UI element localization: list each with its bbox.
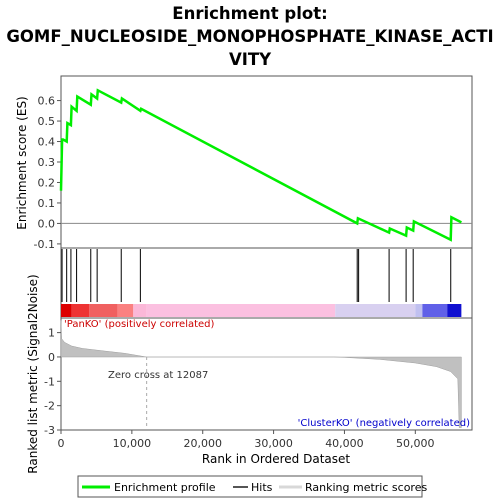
hits-marks — [61, 249, 452, 302]
metric-y-tick-label: -2 — [44, 400, 55, 413]
title-line-3: VITY — [228, 50, 272, 69]
legend-enrichment-label: Enrichment profile — [114, 481, 216, 494]
metric-y-tick-label: -3 — [44, 424, 55, 437]
es-y-tick-label: -0.1 — [34, 238, 55, 251]
metric-y-tick-label: 0 — [48, 351, 55, 364]
x-tick-label: 10,000 — [113, 437, 152, 450]
metric-y-axis-label: Ranked list metric (Signal2Noise) — [26, 274, 40, 473]
x-tick-label: 40,000 — [325, 437, 364, 450]
es-y-tick-label: 0.6 — [38, 95, 56, 108]
enrichment-profile-line — [59, 88, 462, 242]
color-bar-segment — [447, 304, 462, 317]
ranking-color-bar — [61, 304, 462, 317]
metric-panel-frame — [60, 317, 473, 431]
color-bar-segment — [61, 304, 72, 317]
color-bar-segment — [146, 304, 336, 317]
legend-metric-label: Ranking metric scores — [305, 481, 427, 494]
x-axis-label: Rank in Ordered Dataset — [202, 452, 350, 466]
chart-title: Enrichment plot: GOMF_NUCLEOSIDE_MONOPHO… — [0, 2, 500, 71]
color-bar-segment — [133, 304, 147, 317]
color-bar-segment — [117, 304, 134, 317]
es-y-tick-label: 0.5 — [38, 115, 56, 128]
es-y-tick-label: 0.3 — [38, 156, 56, 169]
es-y-axis: -0.1 0.0 0.1 0.2 0.3 0.4 0.5 0.6 — [34, 95, 61, 251]
es-y-tick-label: 0.1 — [38, 197, 56, 210]
legend-hits-label: Hits — [251, 481, 273, 494]
legend-box — [77, 475, 423, 498]
color-bar-segment — [71, 304, 90, 317]
title-line-1: Enrichment plot: — [172, 4, 328, 23]
x-tick-label: 0 — [58, 437, 65, 450]
es-y-axis-label: Enrichment score (ES) — [15, 96, 29, 229]
es-panel-frame — [60, 75, 473, 249]
color-bar-segment — [422, 304, 448, 317]
color-bar-segment — [89, 304, 118, 317]
color-bar-segment — [335, 304, 416, 317]
es-y-tick-label: 0.2 — [38, 176, 56, 189]
metric-y-tick-label: -1 — [44, 375, 55, 388]
x-axis: 0 10,000 20,000 30,000 40,000 50,000 — [58, 430, 435, 450]
metric-y-axis: -3 -2 -1 0 1 — [44, 327, 61, 437]
x-tick-label: 50,000 — [396, 437, 435, 450]
x-tick-label: 30,000 — [254, 437, 293, 450]
color-bar-segment — [415, 304, 423, 317]
negative-correlation-label: 'ClusterKO' (negatively correlated) — [298, 418, 470, 429]
es-y-tick-label: 0.0 — [38, 217, 56, 230]
title-line-2: GOMF_NUCLEOSIDE_MONOPHOSPHATE_KINASE_ACT… — [6, 27, 494, 46]
metric-y-tick-label: 1 — [48, 327, 55, 340]
ranking-metric-area — [60, 320, 462, 428]
zero-cross-label: Zero cross at 12087 — [108, 370, 208, 381]
x-tick-label: 20,000 — [183, 437, 222, 450]
positive-correlation-label: 'PanKO' (positively correlated) — [64, 319, 215, 330]
es-y-tick-label: 0.4 — [38, 136, 56, 149]
